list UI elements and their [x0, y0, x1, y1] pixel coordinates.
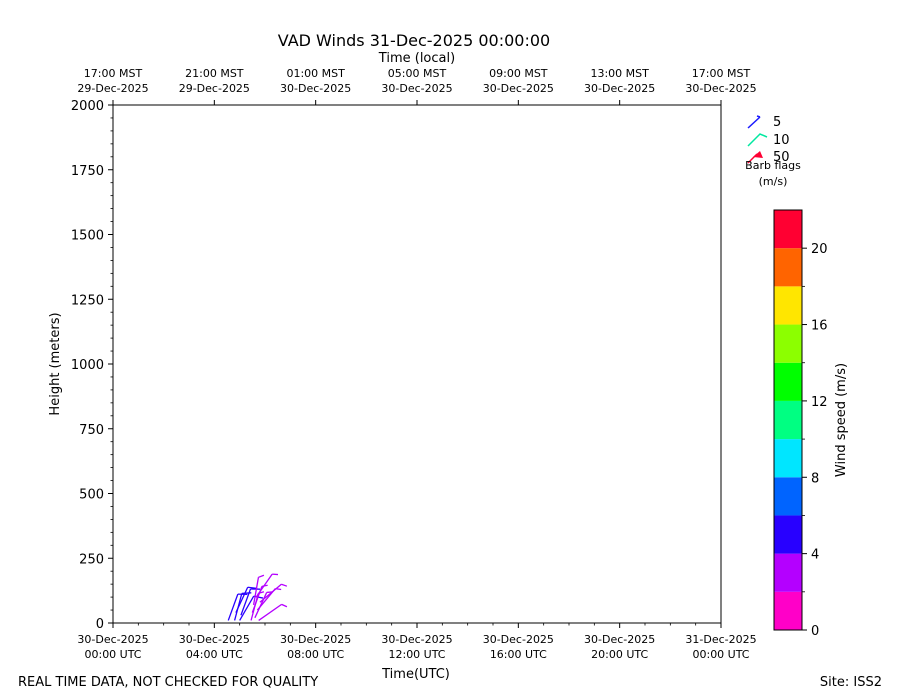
- x-tick-time: 00:00 UTC: [692, 648, 749, 661]
- barb-legend: 5 10 50 Barb flags (m/s): [745, 115, 801, 188]
- top-tick-time: 05:00 MST: [388, 67, 447, 80]
- wind-barb: [240, 588, 261, 616]
- y-tick-label: 500: [79, 488, 104, 503]
- y-tick-label: 1750: [71, 164, 104, 179]
- quality-notice: REAL TIME DATA, NOT CHECKED FOR QUALITY: [18, 675, 318, 690]
- x-tick-time: 00:00 UTC: [84, 648, 141, 661]
- legend-barb-10-icon: [747, 133, 768, 147]
- colorbar-tick-label: 20: [811, 242, 828, 257]
- wind-barbs: [227, 573, 288, 621]
- colorbar-bin: [774, 210, 802, 249]
- site-label: Site: ISS2: [820, 675, 882, 690]
- top-tick-date: 30-Dec-2025: [685, 82, 756, 95]
- legend-barb-5-icon: [747, 116, 761, 129]
- x-tick-date: 30-Dec-2025: [179, 633, 250, 646]
- top-tick-date: 29-Dec-2025: [179, 82, 250, 95]
- chart-title: VAD Winds 31-Dec-2025 00:00:00: [278, 31, 550, 50]
- legend-item-50: 50: [747, 150, 790, 165]
- wind-barb: [255, 573, 279, 598]
- colorbar-tick-label: 16: [811, 319, 828, 334]
- top-tick-date: 30-Dec-2025: [584, 82, 655, 95]
- colorbar-frame: [773, 209, 803, 631]
- colorbar-tick-label: 0: [811, 624, 819, 639]
- colorbar-bin: [774, 515, 802, 554]
- y-axis-label: Height (meters): [48, 312, 63, 415]
- colorbar-bin: [774, 248, 802, 287]
- y-tick-label: 1250: [71, 293, 104, 308]
- top-tick-time: 21:00 MST: [185, 67, 244, 80]
- colorbar-tick-label: 4: [811, 548, 819, 563]
- x-tick-date: 30-Dec-2025: [483, 633, 554, 646]
- top-tick-time: 09:00 MST: [489, 67, 548, 80]
- y-tick-label: 1500: [71, 229, 104, 244]
- wind-barb: [252, 574, 265, 605]
- x-tick-date: 31-Dec-2025: [685, 633, 756, 646]
- y-tick-label: 250: [79, 552, 104, 567]
- plot-area: [112, 104, 722, 624]
- x-tick-date: 30-Dec-2025: [584, 633, 655, 646]
- colorbar: 0 4 8 12 16 20: [773, 209, 828, 639]
- colorbar-tick-label: 8: [811, 471, 819, 486]
- legend-barb-50-icon: [753, 151, 763, 158]
- x-tick-date: 30-Dec-2025: [77, 633, 148, 646]
- top-axis-ticks: 17:00 MST 29-Dec-2025 21:00 MST 29-Dec-2025…: [77, 67, 757, 105]
- wind-barb: [235, 586, 258, 613]
- top-tick-date: 29-Dec-2025: [77, 82, 148, 95]
- wind-barb: [227, 593, 248, 621]
- colorbar-bin: [774, 439, 802, 478]
- legend-label-10: 10: [773, 133, 790, 148]
- x-tick-time: 20:00 UTC: [591, 648, 648, 661]
- x-tick-date: 30-Dec-2025: [280, 633, 351, 646]
- top-tick-time: 17:00 MST: [84, 67, 143, 80]
- top-tick-time: 13:00 MST: [590, 67, 649, 80]
- y-tick-label: 1000: [71, 358, 104, 373]
- x-tick-time: 16:00 UTC: [490, 648, 547, 661]
- top-axis-label: Time (local): [378, 51, 455, 66]
- colorbar-label: Wind speed (m/s): [834, 363, 849, 477]
- top-tick-time: 17:00 MST: [692, 67, 751, 80]
- y-tick-label: 750: [79, 423, 104, 438]
- y-axis: 0 250 500 750 1000 1250 1500 1750 2000: [71, 99, 113, 632]
- y-tick-label: 0: [96, 617, 104, 632]
- wind-barb: [259, 583, 288, 603]
- colorbar-bin: [774, 591, 802, 630]
- colorbar-bin: [774, 400, 802, 440]
- top-tick-date: 30-Dec-2025: [381, 82, 452, 95]
- wind-barb: [258, 603, 288, 621]
- x-axis: 30-Dec-2025 00:00 UTC 30-Dec-2025 04:00 UTC…: [77, 623, 757, 661]
- colorbar-bin: [774, 286, 802, 325]
- y-tick-label: 2000: [71, 99, 104, 114]
- legend-item-5: 5: [747, 115, 781, 130]
- colorbar-tick-label: 12: [811, 395, 828, 410]
- top-tick-date: 30-Dec-2025: [280, 82, 351, 95]
- colorbar-bin: [774, 362, 802, 401]
- x-tick-time: 08:00 UTC: [287, 648, 344, 661]
- legend-label-50: 50: [773, 150, 790, 165]
- legend-item-10: 10: [747, 133, 790, 148]
- x-tick-time: 04:00 UTC: [186, 648, 243, 661]
- colorbar-bin: [774, 324, 802, 363]
- colorbar-bin: [774, 477, 802, 516]
- x-tick-time: 12:00 UTC: [388, 648, 445, 661]
- top-tick-time: 01:00 MST: [286, 67, 345, 80]
- top-tick-date: 30-Dec-2025: [483, 82, 554, 95]
- legend-label-5: 5: [773, 115, 781, 130]
- legend-units: (m/s): [759, 175, 788, 188]
- colorbar-bin: [774, 553, 802, 592]
- x-tick-date: 30-Dec-2025: [381, 633, 452, 646]
- legend-title: Barb flags: [745, 159, 801, 172]
- x-axis-label: Time(UTC): [381, 667, 450, 682]
